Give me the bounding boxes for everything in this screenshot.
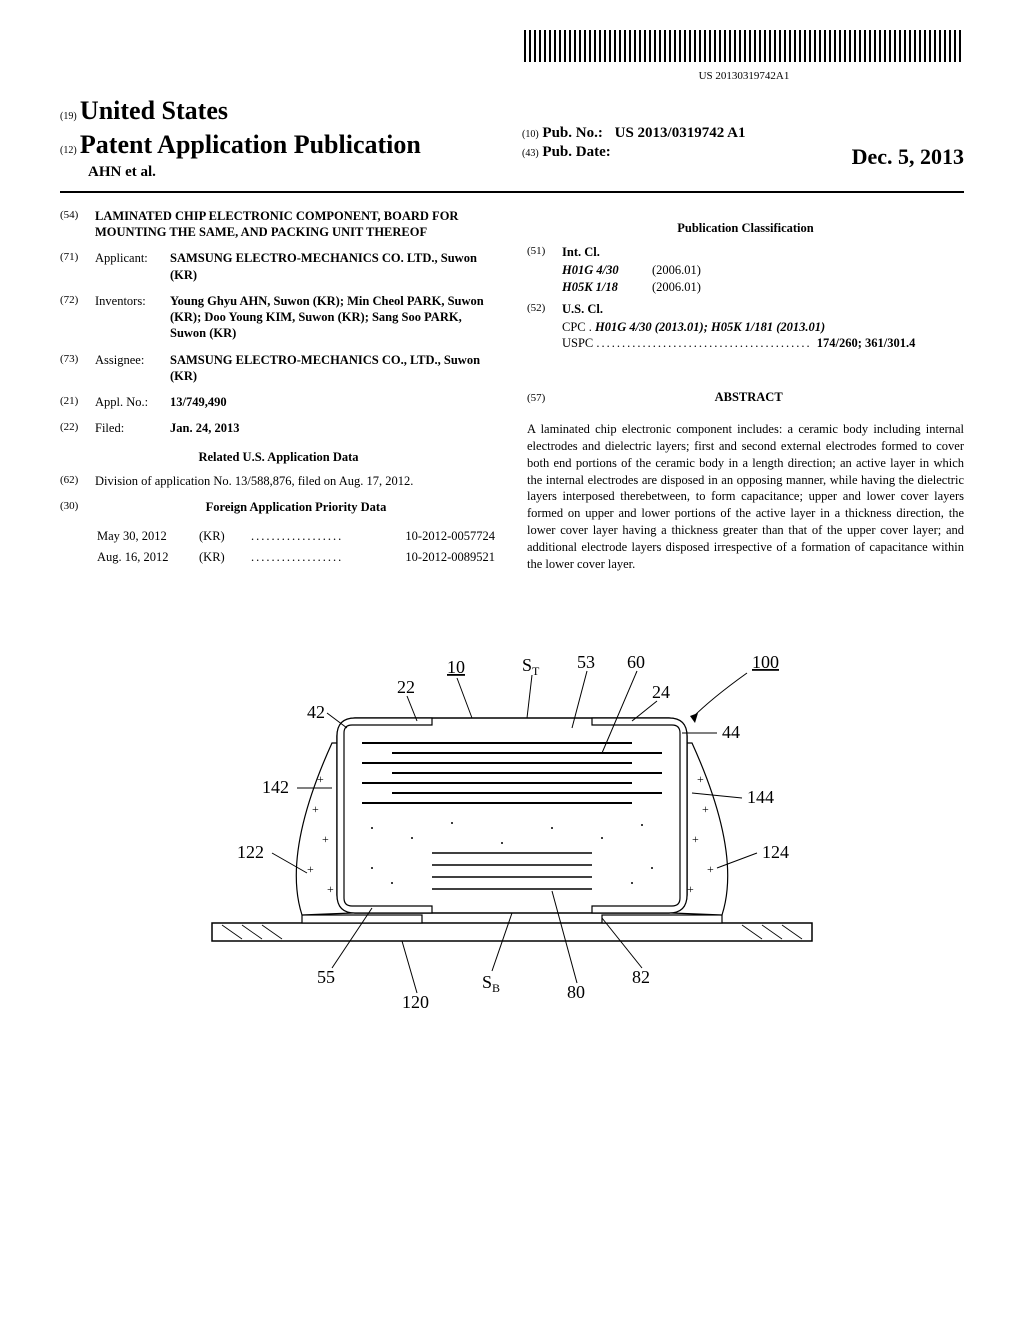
priority-num: 10-2012-0057724 xyxy=(376,527,495,545)
figure: + + + + + + + + + + 100 xyxy=(60,613,964,1018)
foreign-priority-heading: Foreign Application Priority Data xyxy=(95,499,497,515)
int-cl-date: (2006.01) xyxy=(652,279,964,295)
authors: AHN et al. xyxy=(60,163,502,183)
dots: ........................................… xyxy=(596,336,816,350)
priority-row: May 30, 2012 (KR) .................. 10-… xyxy=(97,527,495,545)
header: (19) United States (12) Patent Applicati… xyxy=(60,94,964,183)
svg-text:+: + xyxy=(327,882,334,896)
field-num-19: (19) xyxy=(60,111,77,122)
svg-text:+: + xyxy=(697,772,704,786)
svg-text:+: + xyxy=(322,832,329,846)
appl-no-label: Appl. No.: xyxy=(95,394,170,410)
applicant-label: Applicant: xyxy=(95,250,170,283)
assignee-label: Assignee: xyxy=(95,352,170,385)
appl-no-val: 13/749,490 xyxy=(170,395,227,409)
field-num-71: (71) xyxy=(60,250,95,283)
pub-date: Dec. 5, 2013 xyxy=(852,143,964,172)
fig-label-80: 80 xyxy=(567,982,585,1002)
field-num-51: (51) xyxy=(527,244,562,260)
divider-line xyxy=(60,191,964,193)
field-num-43: (43) xyxy=(522,148,539,159)
inventors-val: Young Ghyu AHN, Suwon (KR); Min Cheol PA… xyxy=(170,294,484,341)
fig-label-SB: SB xyxy=(482,972,500,995)
priority-country: (KR) xyxy=(199,548,249,566)
fig-label-82: 82 xyxy=(632,967,650,987)
fig-label-22: 22 xyxy=(397,677,415,697)
fig-label-53: 53 xyxy=(577,652,595,672)
country-label: United States xyxy=(80,96,228,125)
fig-label-44: 44 xyxy=(722,722,740,742)
left-column: (54) LAMINATED CHIP ELECTRONIC COMPONENT… xyxy=(60,208,497,573)
fig-label-120: 120 xyxy=(402,992,429,1012)
filed-label: Filed: xyxy=(95,420,170,436)
right-column: Publication Classification (51) Int. Cl.… xyxy=(527,208,964,573)
priority-table: May 30, 2012 (KR) .................. 10-… xyxy=(60,525,497,568)
fig-label-144: 144 xyxy=(747,787,774,807)
field-num-10: (10) xyxy=(522,129,539,140)
svg-text:+: + xyxy=(312,802,319,816)
field-num-72: (72) xyxy=(60,293,95,342)
division-info: Division of application No. 13/588,876, … xyxy=(95,473,497,489)
pub-no: US 2013/0319742 A1 xyxy=(615,125,746,141)
us-cl-label: U.S. Cl. xyxy=(562,302,603,316)
fig-label-100: 100 xyxy=(752,652,779,672)
barcode-region: US 20130319742A1 xyxy=(60,30,964,84)
priority-date: Aug. 16, 2012 xyxy=(97,548,197,566)
svg-text:+: + xyxy=(687,882,694,896)
int-cl-label: Int. Cl. xyxy=(562,245,600,259)
cpc-val: H01G 4/30 (2013.01); H05K 1/181 (2013.01… xyxy=(595,320,825,334)
inventors-label: Inventors: xyxy=(95,293,170,342)
barcode-text: US 20130319742A1 xyxy=(524,69,964,83)
fig-label-ST: ST xyxy=(522,655,540,678)
uspc-val: 174/260; 361/301.4 xyxy=(817,336,916,350)
fig-label-42: 42 xyxy=(307,702,325,722)
invention-title: LAMINATED CHIP ELECTRONIC COMPONENT, BOA… xyxy=(95,208,497,241)
svg-text:+: + xyxy=(707,862,714,876)
priority-date: May 30, 2012 xyxy=(97,527,197,545)
fig-label-122: 122 xyxy=(237,842,264,862)
dots: .................. xyxy=(251,548,374,566)
fig-label-60: 60 xyxy=(627,652,645,672)
applicant-val: SAMSUNG ELECTRO-MECHANICS CO. LTD., Suwo… xyxy=(170,251,477,281)
barcode-icon xyxy=(524,30,964,62)
publication-type: Patent Application Publication xyxy=(80,130,421,159)
int-cl-code: H01G 4/30 xyxy=(562,262,652,278)
field-num-73: (73) xyxy=(60,352,95,385)
field-num-21: (21) xyxy=(60,394,95,410)
int-cl-date: (2006.01) xyxy=(652,262,964,278)
field-num-57: (57) xyxy=(527,391,562,405)
svg-text:+: + xyxy=(307,862,314,876)
field-num-22: (22) xyxy=(60,420,95,436)
assignee-val: SAMSUNG ELECTRO-MECHANICS CO., LTD., Suw… xyxy=(170,353,480,383)
pub-date-label: Pub. Date: xyxy=(542,144,610,160)
patent-figure-svg: + + + + + + + + + + 100 xyxy=(152,613,872,1013)
field-num-52: (52) xyxy=(527,301,562,317)
int-cl-code: H05K 1/18 xyxy=(562,279,652,295)
dots: .................. xyxy=(251,527,374,545)
field-num-30: (30) xyxy=(60,499,95,515)
related-data-heading: Related U.S. Application Data xyxy=(60,449,497,465)
priority-country: (KR) xyxy=(199,527,249,545)
fig-label-10: 10 xyxy=(447,657,465,677)
fig-label-24: 24 xyxy=(652,682,670,702)
field-num-62: (62) xyxy=(60,473,95,489)
uspc-label: USPC xyxy=(562,336,593,350)
abstract-label: ABSTRACT xyxy=(565,389,932,405)
pub-no-label: Pub. No.: xyxy=(542,125,602,141)
svg-text:+: + xyxy=(702,802,709,816)
priority-num: 10-2012-0089521 xyxy=(376,548,495,566)
field-num-54: (54) xyxy=(60,208,95,241)
fig-label-142: 142 xyxy=(262,777,289,797)
svg-text:+: + xyxy=(692,832,699,846)
abstract-text: A laminated chip electronic component in… xyxy=(527,421,964,573)
classification-heading: Publication Classification xyxy=(527,220,964,236)
fig-label-124: 124 xyxy=(762,842,789,862)
priority-row: Aug. 16, 2012 (KR) .................. 10… xyxy=(97,548,495,566)
filed-val: Jan. 24, 2013 xyxy=(170,421,239,435)
body-columns: (54) LAMINATED CHIP ELECTRONIC COMPONENT… xyxy=(60,208,964,573)
cpc-label: CPC xyxy=(562,320,586,334)
field-num-12: (12) xyxy=(60,145,77,156)
svg-text:+: + xyxy=(317,772,324,786)
fig-label-55: 55 xyxy=(317,967,335,987)
